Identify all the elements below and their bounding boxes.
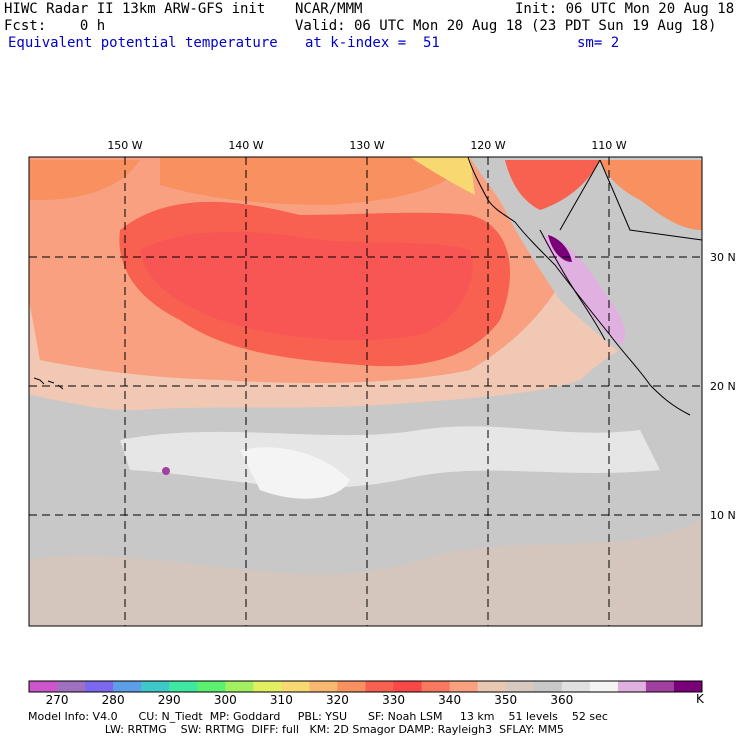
longitude-label: 130 W — [349, 139, 384, 152]
colorbar-tick-label: 340 — [438, 693, 461, 707]
longitude-labels: 150 W 140 W 130 W 120 W 110 W — [107, 139, 626, 152]
colorbar-swatch — [85, 681, 114, 692]
longitude-label: 120 W — [470, 139, 505, 152]
graticule — [29, 157, 702, 626]
footer-physics-info: LW: RRTMG SW: RRTMG DIFF: full KM: 2D Sm… — [28, 723, 564, 736]
colorbar-tick-label: 350 — [494, 693, 517, 707]
latitude-label: 30 N — [710, 251, 736, 264]
colorbar-swatch — [617, 681, 647, 692]
colorbar-swatch — [29, 681, 58, 692]
init-time: Init: 06 UTC Mon 20 Aug 18 — [515, 1, 735, 17]
longitude-label: 150 W — [107, 139, 142, 152]
colorbar-swatch — [393, 681, 423, 692]
colorbar-tick-label: 330 — [382, 693, 405, 707]
colorbar-swatch — [449, 681, 479, 692]
colorbar-swatch — [281, 681, 310, 692]
colorbar-swatch — [141, 681, 170, 692]
colorbar-tick-label: 320 — [326, 693, 349, 707]
colorbar-swatch — [309, 681, 338, 692]
latitude-label: 10 N — [710, 509, 736, 522]
colorbar-swatch — [197, 681, 226, 692]
colorbar-swatch — [533, 681, 563, 692]
colorbar-swatch — [477, 681, 507, 692]
colorbar-swatch — [673, 681, 703, 692]
map-border — [28, 156, 703, 627]
smoothing-value: sm= 2 — [577, 35, 620, 51]
colorbar-tick-label: 360 — [550, 693, 573, 707]
forecast-hour: Fcst: 0 h — [4, 18, 106, 34]
colorbar-swatch — [561, 681, 591, 692]
field-name: Equivalent potential temperature — [8, 35, 278, 51]
level-index: at k-index = 51 — [305, 35, 440, 51]
valid-time: Valid: 06 UTC Mon 20 Aug 18 (23 PDT Sun … — [295, 18, 717, 34]
colorbar-swatch — [253, 681, 282, 692]
latitude-label: 20 N — [710, 380, 736, 393]
colorbar-swatch — [169, 681, 198, 692]
colorbar-tick-label: 290 — [158, 693, 181, 707]
footer-model-info: Model Info: V4.0 CU: N_Tiedt MP: Goddard… — [28, 710, 608, 723]
organization-label: NCAR/MMM — [295, 1, 363, 17]
colorbar-tick-label: 310 — [270, 693, 293, 707]
colorbar: 270 280 290 300 310 320 330 340 350 360 — [28, 680, 703, 707]
colorbar-swatch — [645, 681, 675, 692]
colorbar-swatch — [589, 681, 619, 692]
colorbar-tick-label: 300 — [214, 693, 237, 707]
colorbar-swatch — [57, 681, 86, 692]
colorbar-swatch — [113, 681, 142, 692]
longitude-label: 140 W — [228, 139, 263, 152]
colorbar-unit: K — [696, 692, 704, 706]
colorbar-tick-label: 270 — [46, 693, 69, 707]
colorbar-swatch — [421, 681, 451, 692]
theta-e-field — [29, 157, 702, 626]
latitude-labels: 30 N 20 N 10 N — [710, 251, 736, 522]
model-title: HIWC Radar II 13km ARW-GFS init — [4, 1, 266, 17]
colorbar-swatch — [365, 681, 395, 692]
longitude-label: 110 W — [591, 139, 626, 152]
colorbar-swatch — [505, 681, 535, 692]
colorbar-tick-label: 280 — [102, 693, 125, 707]
colorbar-swatch — [225, 681, 254, 692]
colorbar-swatch — [337, 681, 366, 692]
colorbar-border — [28, 680, 703, 693]
